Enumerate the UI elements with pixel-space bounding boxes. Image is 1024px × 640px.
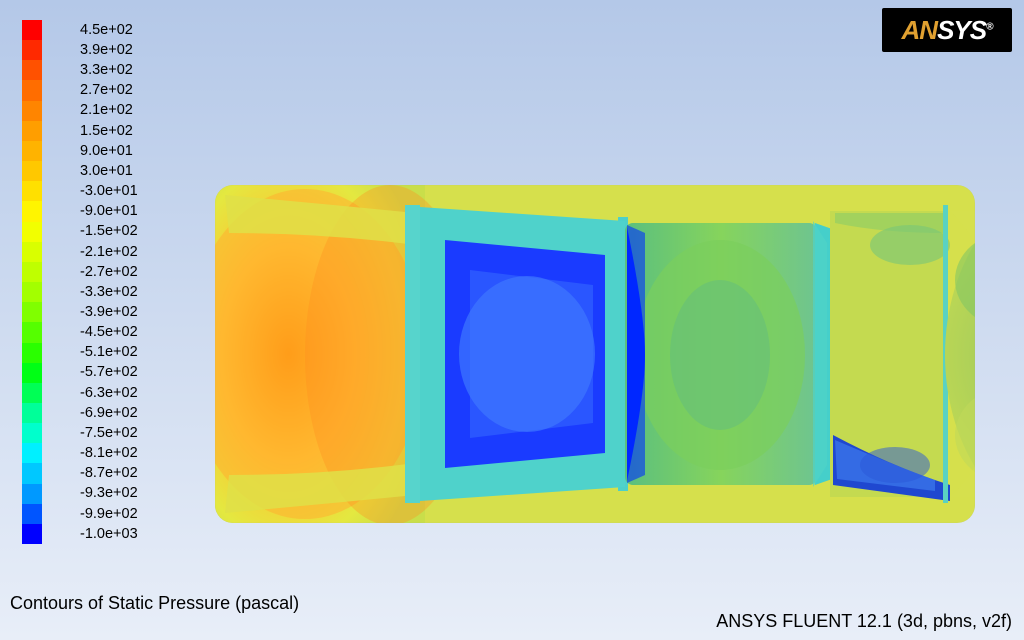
logo-rest: SYS	[937, 15, 986, 45]
colorbar-chip	[22, 101, 42, 121]
solver-version-text: ANSYS FLUENT 12.1 (3d, pbns, v2f)	[716, 611, 1012, 632]
colorbar-tick-label: 3.0e+01	[80, 161, 138, 181]
colorbar-tick-label: -4.5e+02	[80, 322, 138, 342]
colorbar-chip	[22, 302, 42, 322]
colorbar-chip	[22, 343, 42, 363]
colorbar-tick-label: -3.0e+01	[80, 181, 138, 201]
colorbar-chip	[22, 262, 42, 282]
colorbar-chip	[22, 40, 42, 60]
colorbar-tick-label: 2.7e+02	[80, 80, 138, 100]
colorbar-tick-label: 3.3e+02	[80, 60, 138, 80]
colorbar-strip	[22, 20, 42, 544]
pressure-contour-plot	[215, 185, 975, 523]
colorbar-chip	[22, 161, 42, 181]
colorbar-tick-label: -5.1e+02	[80, 343, 138, 363]
colorbar-chip	[22, 363, 42, 383]
colorbar-chip	[22, 463, 42, 483]
colorbar-tick-label: -2.7e+02	[80, 262, 138, 282]
colorbar-tick-label: 3.9e+02	[80, 40, 138, 60]
colorbar-tick-label: -1.0e+03	[80, 524, 138, 544]
colorbar-tick-label: -7.5e+02	[80, 423, 138, 443]
colorbar-tick-label: -2.1e+02	[80, 242, 138, 262]
colorbar-chip	[22, 383, 42, 403]
colorbar-tick-label: -6.3e+02	[80, 383, 138, 403]
colorbar-chip	[22, 141, 42, 161]
colorbar-chip	[22, 504, 42, 524]
colorbar-chip	[22, 222, 42, 242]
colorbar-tick-label: -3.9e+02	[80, 302, 138, 322]
colorbar-chip	[22, 121, 42, 141]
colorbar-chip	[22, 242, 42, 262]
figure-caption: Contours of Static Pressure (pascal)	[10, 593, 299, 614]
colorbar-chip	[22, 524, 42, 544]
colorbar-tick-label: -8.1e+02	[80, 443, 138, 463]
colorbar-chip	[22, 403, 42, 423]
colorbar-tick-label: 1.5e+02	[80, 121, 138, 141]
colorbar-tick-label: -9.9e+02	[80, 504, 138, 524]
colorbar-tick-label: 9.0e+01	[80, 141, 138, 161]
colorbar-chip	[22, 20, 42, 40]
colorbar-tick-label: -3.3e+02	[80, 282, 138, 302]
colorbar-tick-label: -5.7e+02	[80, 363, 138, 383]
colorbar-labels: 4.5e+023.9e+023.3e+022.7e+022.1e+021.5e+…	[80, 20, 138, 544]
colorbar-chip	[22, 201, 42, 221]
colorbar-chip	[22, 60, 42, 80]
colorbar-chip	[22, 181, 42, 201]
logo-accent: AN	[902, 15, 938, 45]
colorbar-chip	[22, 282, 42, 302]
colorbar-tick-label: -6.9e+02	[80, 403, 138, 423]
colorbar-chip	[22, 80, 42, 100]
colorbar-tick-label: -1.5e+02	[80, 222, 138, 242]
colorbar-chip	[22, 443, 42, 463]
logo-text: ANSYS®	[902, 15, 993, 46]
colorbar-chip	[22, 322, 42, 342]
colorbar: 4.5e+023.9e+023.3e+022.7e+022.1e+021.5e+…	[22, 20, 138, 544]
colorbar-tick-label: 4.5e+02	[80, 20, 138, 40]
colorbar-chip	[22, 423, 42, 443]
colorbar-tick-label: -8.7e+02	[80, 463, 138, 483]
colorbar-tick-label: 2.1e+02	[80, 101, 138, 121]
colorbar-chip	[22, 484, 42, 504]
colorbar-tick-label: -9.0e+01	[80, 201, 138, 221]
ansys-logo: ANSYS®	[882, 8, 1012, 52]
colorbar-tick-label: -9.3e+02	[80, 484, 138, 504]
